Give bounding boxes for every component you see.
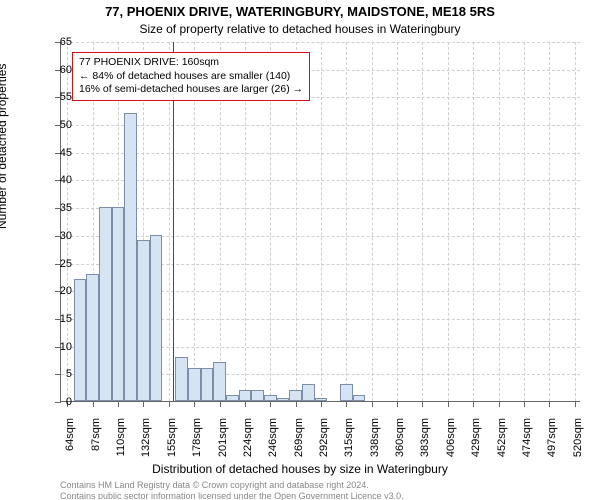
- x-tick: [397, 401, 398, 407]
- histogram-bar: [302, 384, 315, 401]
- gridline-v: [499, 42, 500, 401]
- histogram-bar: [239, 390, 252, 401]
- gridline-v: [524, 42, 525, 401]
- annotation-line3: 16% of semi-detached houses are larger (…: [79, 83, 303, 97]
- y-tick-label: 25: [32, 258, 72, 270]
- histogram-bar: [226, 395, 239, 401]
- chart-title-sub: Size of property relative to detached ho…: [0, 22, 600, 36]
- gridline-v: [372, 42, 373, 401]
- histogram-bar: [74, 279, 87, 401]
- x-tick: [118, 401, 119, 407]
- histogram-bar: [99, 207, 112, 401]
- y-tick-label: 55: [32, 91, 72, 103]
- x-tick: [448, 401, 449, 407]
- histogram-bar: [213, 362, 226, 401]
- annotation-line1: 77 PHOENIX DRIVE: 160sqm: [79, 56, 303, 70]
- y-tick-label: 40: [32, 174, 72, 186]
- histogram-bar: [86, 274, 99, 401]
- x-tick: [220, 401, 221, 407]
- gridline-v: [346, 42, 347, 401]
- y-tick-label: 65: [32, 36, 72, 48]
- y-tick-label: 45: [32, 147, 72, 159]
- histogram-bar: [137, 240, 150, 401]
- gridline-v: [575, 42, 576, 401]
- x-tick: [524, 401, 525, 407]
- histogram-bar: [289, 390, 302, 401]
- x-tick: [346, 401, 347, 407]
- gridline-v: [321, 42, 322, 401]
- chart-title-main: 77, PHOENIX DRIVE, WATERINGBURY, MAIDSTO…: [0, 4, 600, 19]
- x-tick: [473, 401, 474, 407]
- histogram-bar: [124, 113, 137, 401]
- annotation-line2: ← 84% of detached houses are smaller (14…: [79, 70, 303, 84]
- histogram-bar: [251, 390, 264, 401]
- histogram-bar: [353, 395, 366, 401]
- histogram-bar: [264, 395, 277, 401]
- y-tick-label: 35: [32, 202, 72, 214]
- x-tick: [422, 401, 423, 407]
- x-tick: [194, 401, 195, 407]
- x-tick: [321, 401, 322, 407]
- y-tick-label: 0: [32, 396, 72, 408]
- y-tick-label: 60: [32, 64, 72, 76]
- histogram-bar: [175, 357, 188, 401]
- credit-line2: Contains public sector information licen…: [60, 491, 404, 500]
- gridline-v: [422, 42, 423, 401]
- gridline-v: [448, 42, 449, 401]
- credit-line1: Contains HM Land Registry data © Crown c…: [60, 480, 404, 491]
- histogram-bar: [340, 384, 353, 401]
- histogram-bar: [315, 398, 328, 401]
- gridline-v: [549, 42, 550, 401]
- histogram-bar: [188, 368, 201, 401]
- x-tick: [549, 401, 550, 407]
- histogram-bar: [150, 235, 163, 401]
- y-tick-label: 10: [32, 341, 72, 353]
- histogram-bar: [277, 398, 290, 401]
- x-tick: [372, 401, 373, 407]
- y-tick-label: 20: [32, 285, 72, 297]
- x-tick: [575, 401, 576, 407]
- x-tick: [296, 401, 297, 407]
- x-tick: [143, 401, 144, 407]
- x-tick: [270, 401, 271, 407]
- gridline-v: [397, 42, 398, 401]
- histogram-bar: [201, 368, 214, 401]
- histogram-bar: [112, 207, 125, 401]
- y-tick-label: 50: [32, 119, 72, 131]
- y-tick-label: 15: [32, 313, 72, 325]
- x-tick: [499, 401, 500, 407]
- y-axis-label: Number of detached properties: [0, 64, 9, 229]
- y-tick-label: 30: [32, 230, 72, 242]
- gridline-v: [473, 42, 474, 401]
- x-tick: [93, 401, 94, 407]
- x-tick: [245, 401, 246, 407]
- credit-text: Contains HM Land Registry data © Crown c…: [60, 480, 404, 500]
- x-tick: [169, 401, 170, 407]
- annotation-box: 77 PHOENIX DRIVE: 160sqm ← 84% of detach…: [72, 52, 310, 101]
- x-axis-label: Distribution of detached houses by size …: [0, 462, 600, 476]
- y-tick-label: 5: [32, 368, 72, 380]
